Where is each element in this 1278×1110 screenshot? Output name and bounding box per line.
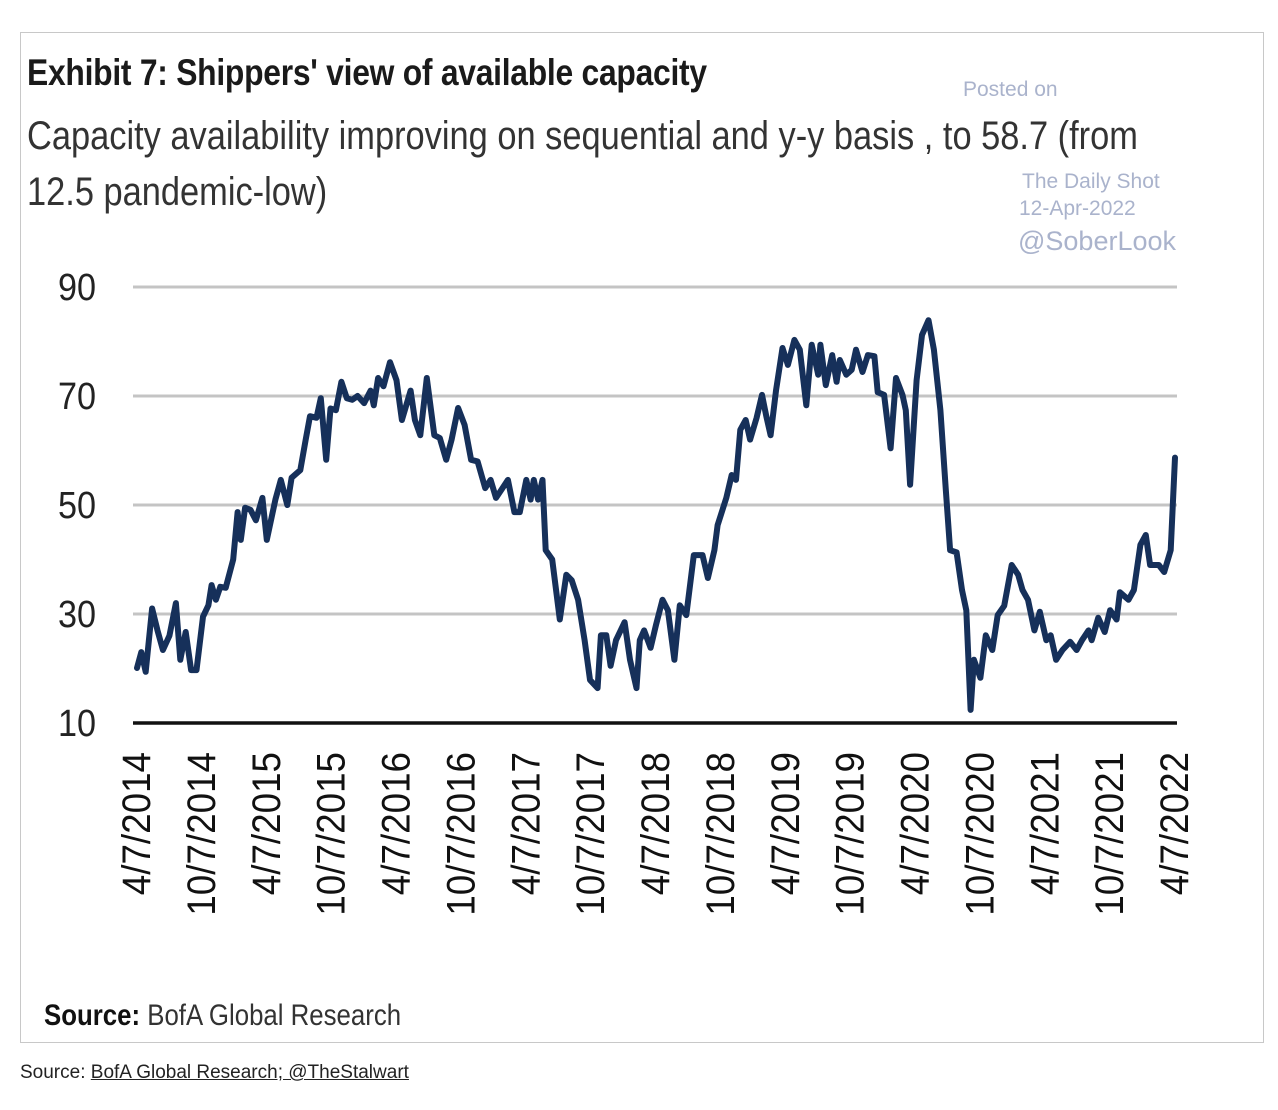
y-tick-label: 50 [58,483,96,526]
x-tick-label: 10/7/2019 [828,752,873,916]
source-note: Source: BofA Global Research [44,999,401,1033]
source-text: BofA Global Research [147,999,402,1032]
x-tick-label: 4/7/2016 [374,752,419,895]
caption: Source: BofA Global Research; @TheStalwa… [20,1062,409,1084]
y-tick-label: 10 [58,701,96,744]
x-tick-label: 10/7/2016 [439,752,484,916]
x-tick-label: 4/7/2020 [893,752,938,895]
x-tick-label: 4/7/2021 [1023,752,1068,895]
x-tick-label: 4/7/2022 [1153,752,1198,895]
x-tick-label: 10/7/2020 [958,752,1003,916]
caption-source-link[interactable]: BofA Global Research; @TheStalwart [90,1062,409,1083]
watermark-handle: @SoberLook [1018,226,1177,256]
x-tick-label: 10/7/2017 [569,752,614,916]
watermark-daily-shot: The Daily Shot [1022,170,1160,193]
watermark-posted-on: Posted on [963,78,1058,101]
series-line [134,317,1178,713]
x-tick-label: 4/7/2014 [115,752,160,895]
x-tick-label: 10/7/2015 [309,752,354,916]
x-tick-label: 4/7/2019 [763,752,808,895]
source-label: Source: [44,999,141,1032]
x-tick-label: 10/7/2018 [698,752,743,916]
watermark-date: 12-Apr-2022 [1019,197,1136,220]
x-tick-label: 10/7/2014 [179,752,224,916]
caption-prefix: Source: [20,1062,91,1083]
y-tick-label: 70 [58,374,96,417]
y-tick-label: 90 [58,265,96,308]
x-tick-label: 4/7/2018 [634,752,679,895]
chart-title: Exhibit 7: Shippers' view of available c… [27,52,707,93]
x-tick-label: 4/7/2017 [504,752,549,895]
chart-frame [20,32,1264,1043]
chart-subtitle: Capacity availability improving on seque… [27,114,1138,214]
y-tick-label: 30 [58,592,96,635]
x-tick-label: 10/7/2021 [1088,752,1133,916]
x-tick-label: 4/7/2015 [244,752,289,895]
